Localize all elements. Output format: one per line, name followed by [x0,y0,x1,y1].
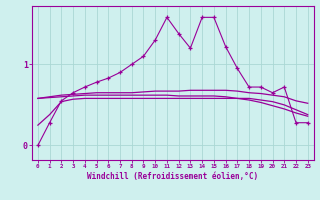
X-axis label: Windchill (Refroidissement éolien,°C): Windchill (Refroidissement éolien,°C) [87,172,258,181]
